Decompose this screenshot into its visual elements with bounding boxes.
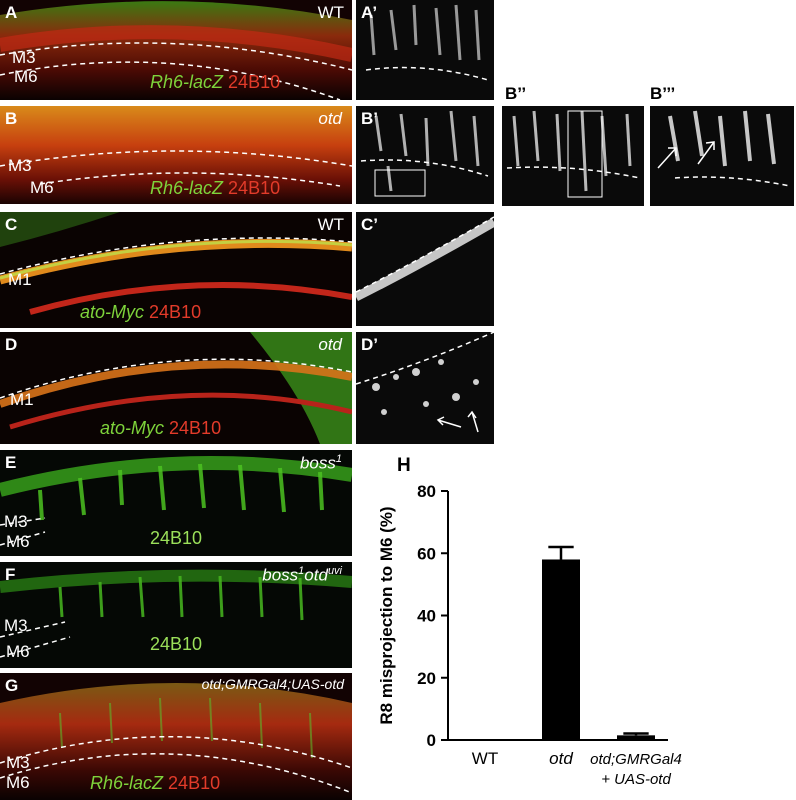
- x-tick-label-2: otd;GMRGal4: [590, 751, 682, 768]
- panel-g-layer-bottom: M6: [6, 773, 30, 792]
- panel-a1: A’: [356, 0, 494, 100]
- panel-b2: [502, 106, 644, 206]
- panel-e: E boss1 M3 M6 24B10: [0, 450, 352, 556]
- panel-d-reporter: ato-Myc: [100, 418, 165, 438]
- panel-b-layer-bottom: M6: [30, 178, 54, 197]
- panel-d1-letter: D’: [361, 335, 378, 354]
- panel-c-stain: 24B10: [149, 302, 202, 322]
- panel-h-letter: H: [397, 455, 411, 476]
- panel-g-letter: G: [5, 676, 19, 695]
- panel-f-layer-bottom: M6: [6, 642, 30, 661]
- panel-c-reporter: ato-Myc: [80, 302, 145, 322]
- panel-b-reporter: Rh6-lacZ: [150, 178, 224, 198]
- panel-e-stain-caption: 24B10: [150, 528, 202, 549]
- panel-c: C WT M1 ato-Myc 24B10: [0, 212, 352, 328]
- y-tick-label: 60: [417, 544, 436, 563]
- panel-d-layer: M1: [10, 390, 34, 409]
- panel-g-stain: 24B10: [168, 773, 221, 793]
- panel-d-stain-caption: ato-Myc 24B10: [100, 418, 221, 439]
- panel-b: B otd M3 M6 Rh6-lacZ 24B10: [0, 106, 352, 204]
- panel-f-genotype2-name: otd: [304, 565, 328, 585]
- panel-d: D otd M1 ato-Myc 24B10: [0, 332, 352, 444]
- panel-b3: [650, 106, 794, 206]
- panel-a-stain-caption: Rh6-lacZ 24B10: [150, 72, 280, 93]
- panel-g-image: [0, 683, 352, 800]
- panel-e-layer-top: M3: [4, 512, 28, 531]
- x-tick-label-0: WT: [472, 749, 498, 768]
- panel-g: G otd;GMRGal4;UAS-otd M3 M6 Rh6-lacZ 24B…: [0, 673, 352, 800]
- panel-c-stain-caption: ato-Myc 24B10: [80, 302, 201, 323]
- panel-e-layer-bottom: M6: [6, 532, 30, 551]
- panel-c1: C’: [356, 212, 494, 326]
- y-tick-label: 20: [417, 669, 436, 688]
- panel-e-genotype-name: boss: [299, 453, 336, 473]
- panel-e-genotype: boss1: [300, 453, 342, 474]
- y-axis-label: R8 misprojection to M6 (%): [377, 506, 396, 724]
- panel-c1-image: [356, 216, 494, 302]
- panel-e-genotype-allele: 1: [335, 453, 342, 465]
- bar-1: [542, 559, 580, 740]
- panel-c1-letter: C’: [361, 215, 378, 234]
- panel-d1: D’: [356, 332, 494, 444]
- y-tick-label: 80: [417, 482, 436, 501]
- panel-b2-letter: B’’: [505, 84, 527, 103]
- panel-b2-image: [506, 110, 641, 198]
- panel-e-letter: E: [5, 453, 17, 472]
- x-tick-label-2-line2: + UAS-otd: [601, 771, 671, 788]
- panel-f-genotype: boss1otduvi: [262, 565, 342, 586]
- panel-b-genotype: otd: [318, 109, 342, 128]
- panel-a1-letter: A’: [361, 3, 378, 22]
- y-tick-label: 0: [427, 731, 436, 750]
- bar-2: [617, 735, 655, 740]
- panel-d-stain: 24B10: [169, 418, 222, 438]
- panel-a-letter: A: [5, 3, 18, 22]
- panel-b1-letter: B’: [361, 109, 378, 128]
- panel-f-stain-caption: 24B10: [150, 634, 202, 655]
- panel-b1: B’: [356, 106, 494, 204]
- panel-f-stain: 24B10: [150, 634, 203, 654]
- panel-g-genotype: otd;GMRGal4;UAS-otd: [201, 676, 344, 692]
- panel-g-reporter: Rh6-lacZ: [90, 773, 164, 793]
- panel-g-stain-caption: Rh6-lacZ 24B10: [90, 773, 220, 794]
- panel-f: F boss1otduvi M3 M6 24B10: [0, 562, 352, 668]
- panel-b-stain-caption: Rh6-lacZ 24B10: [150, 178, 280, 199]
- panel-b3-letter: B’’’: [650, 84, 676, 103]
- x-tick-label-1: otd: [549, 749, 573, 768]
- panel-g-layer-top: M3: [6, 753, 30, 772]
- panel-f-genotype-allele: 1: [298, 565, 305, 577]
- panel-a-reporter: Rh6-lacZ: [150, 72, 224, 92]
- panel-a-layer-top: M3: [12, 48, 36, 67]
- panel-d-image: [0, 332, 352, 444]
- chart-bars: [542, 545, 655, 740]
- panel-c-layer: M1: [8, 270, 32, 289]
- panel-d-genotype: otd: [318, 335, 342, 354]
- panel-c-image: [0, 212, 352, 315]
- panel-h-chart: 0 20 40 60 80 R8 misprojection to M6 (%) WT otd…: [377, 482, 682, 788]
- panel-f-letter: F: [5, 565, 16, 584]
- panel-c-letter: C: [5, 215, 18, 234]
- panel-b-letter: B: [5, 109, 18, 128]
- panel-e-image: [0, 456, 352, 546]
- panel-b1-image: [360, 110, 489, 197]
- panel-a: A WT M3 M6 Rh6-lacZ 24B10: [0, 0, 352, 100]
- panel-b3-image: [657, 110, 791, 187]
- panel-a-stain: 24B10: [228, 72, 281, 92]
- panel-f-image: [0, 569, 352, 658]
- panel-a-layer-bottom: M6: [14, 67, 38, 86]
- panel-b-image: [0, 106, 352, 204]
- chart-labels: 0 20 40 60 80 R8 misprojection to M6 (%) WT otd…: [377, 482, 682, 788]
- y-tick-label: 40: [417, 607, 436, 626]
- panel-d-letter: D: [5, 335, 18, 354]
- panel-b-stain: 24B10: [228, 178, 281, 198]
- panel-b-layer-top: M3: [8, 156, 32, 175]
- panel-e-stain: 24B10: [150, 528, 203, 548]
- panel-f-layer-top: M3: [4, 616, 28, 635]
- panel-c-genotype: WT: [317, 215, 344, 234]
- panel-a-image: [0, 1, 352, 100]
- panel-d1-image: [356, 332, 494, 433]
- panel-f-genotype-name: boss: [262, 565, 299, 585]
- panel-f-genotype2-allele: uvi: [327, 565, 342, 577]
- panel-a-genotype: WT: [317, 3, 344, 22]
- panel-a1-image: [365, 4, 489, 81]
